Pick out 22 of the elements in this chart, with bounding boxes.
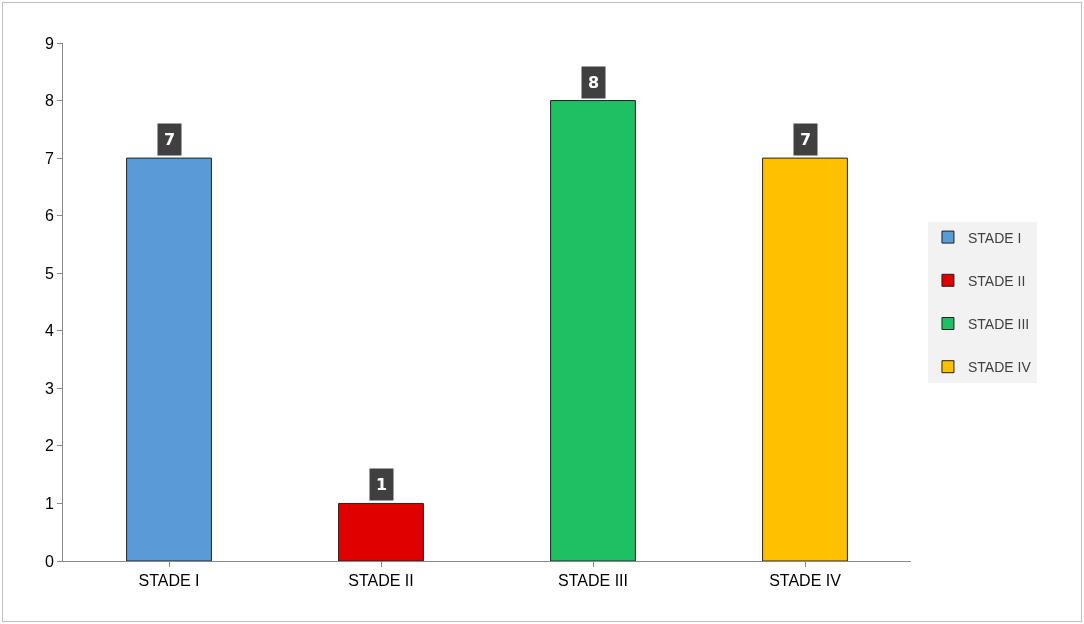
x-tick-label: STADE IV	[769, 572, 842, 590]
y-tick-label: 9	[44, 34, 54, 52]
y-tick-label: 7	[44, 149, 54, 167]
y-tick-label: 3	[44, 379, 54, 397]
legend-label: STADE I	[967, 229, 1022, 246]
legend-label: STADE III	[967, 315, 1030, 332]
y-tick-label: 0	[44, 552, 54, 570]
y-tick-label: 6	[44, 207, 54, 225]
data-label: 7	[164, 130, 176, 149]
data-label: 7	[800, 130, 812, 149]
y-tick-label: 4	[44, 322, 54, 340]
x-tick-label: STADE I	[138, 572, 200, 590]
data-label: 1	[376, 475, 388, 494]
y-tick-label: 2	[44, 437, 54, 455]
x-tick-label: STADE III	[558, 572, 628, 590]
legend-label: STADE II	[967, 272, 1026, 289]
data-label: 8	[588, 73, 600, 92]
y-tick-label: 8	[44, 92, 54, 110]
x-tick-label: STADE II	[348, 572, 414, 590]
y-tick-label: 1	[44, 495, 54, 513]
y-tick-label: 5	[44, 264, 54, 282]
legend-label: STADE IV	[967, 359, 1032, 376]
